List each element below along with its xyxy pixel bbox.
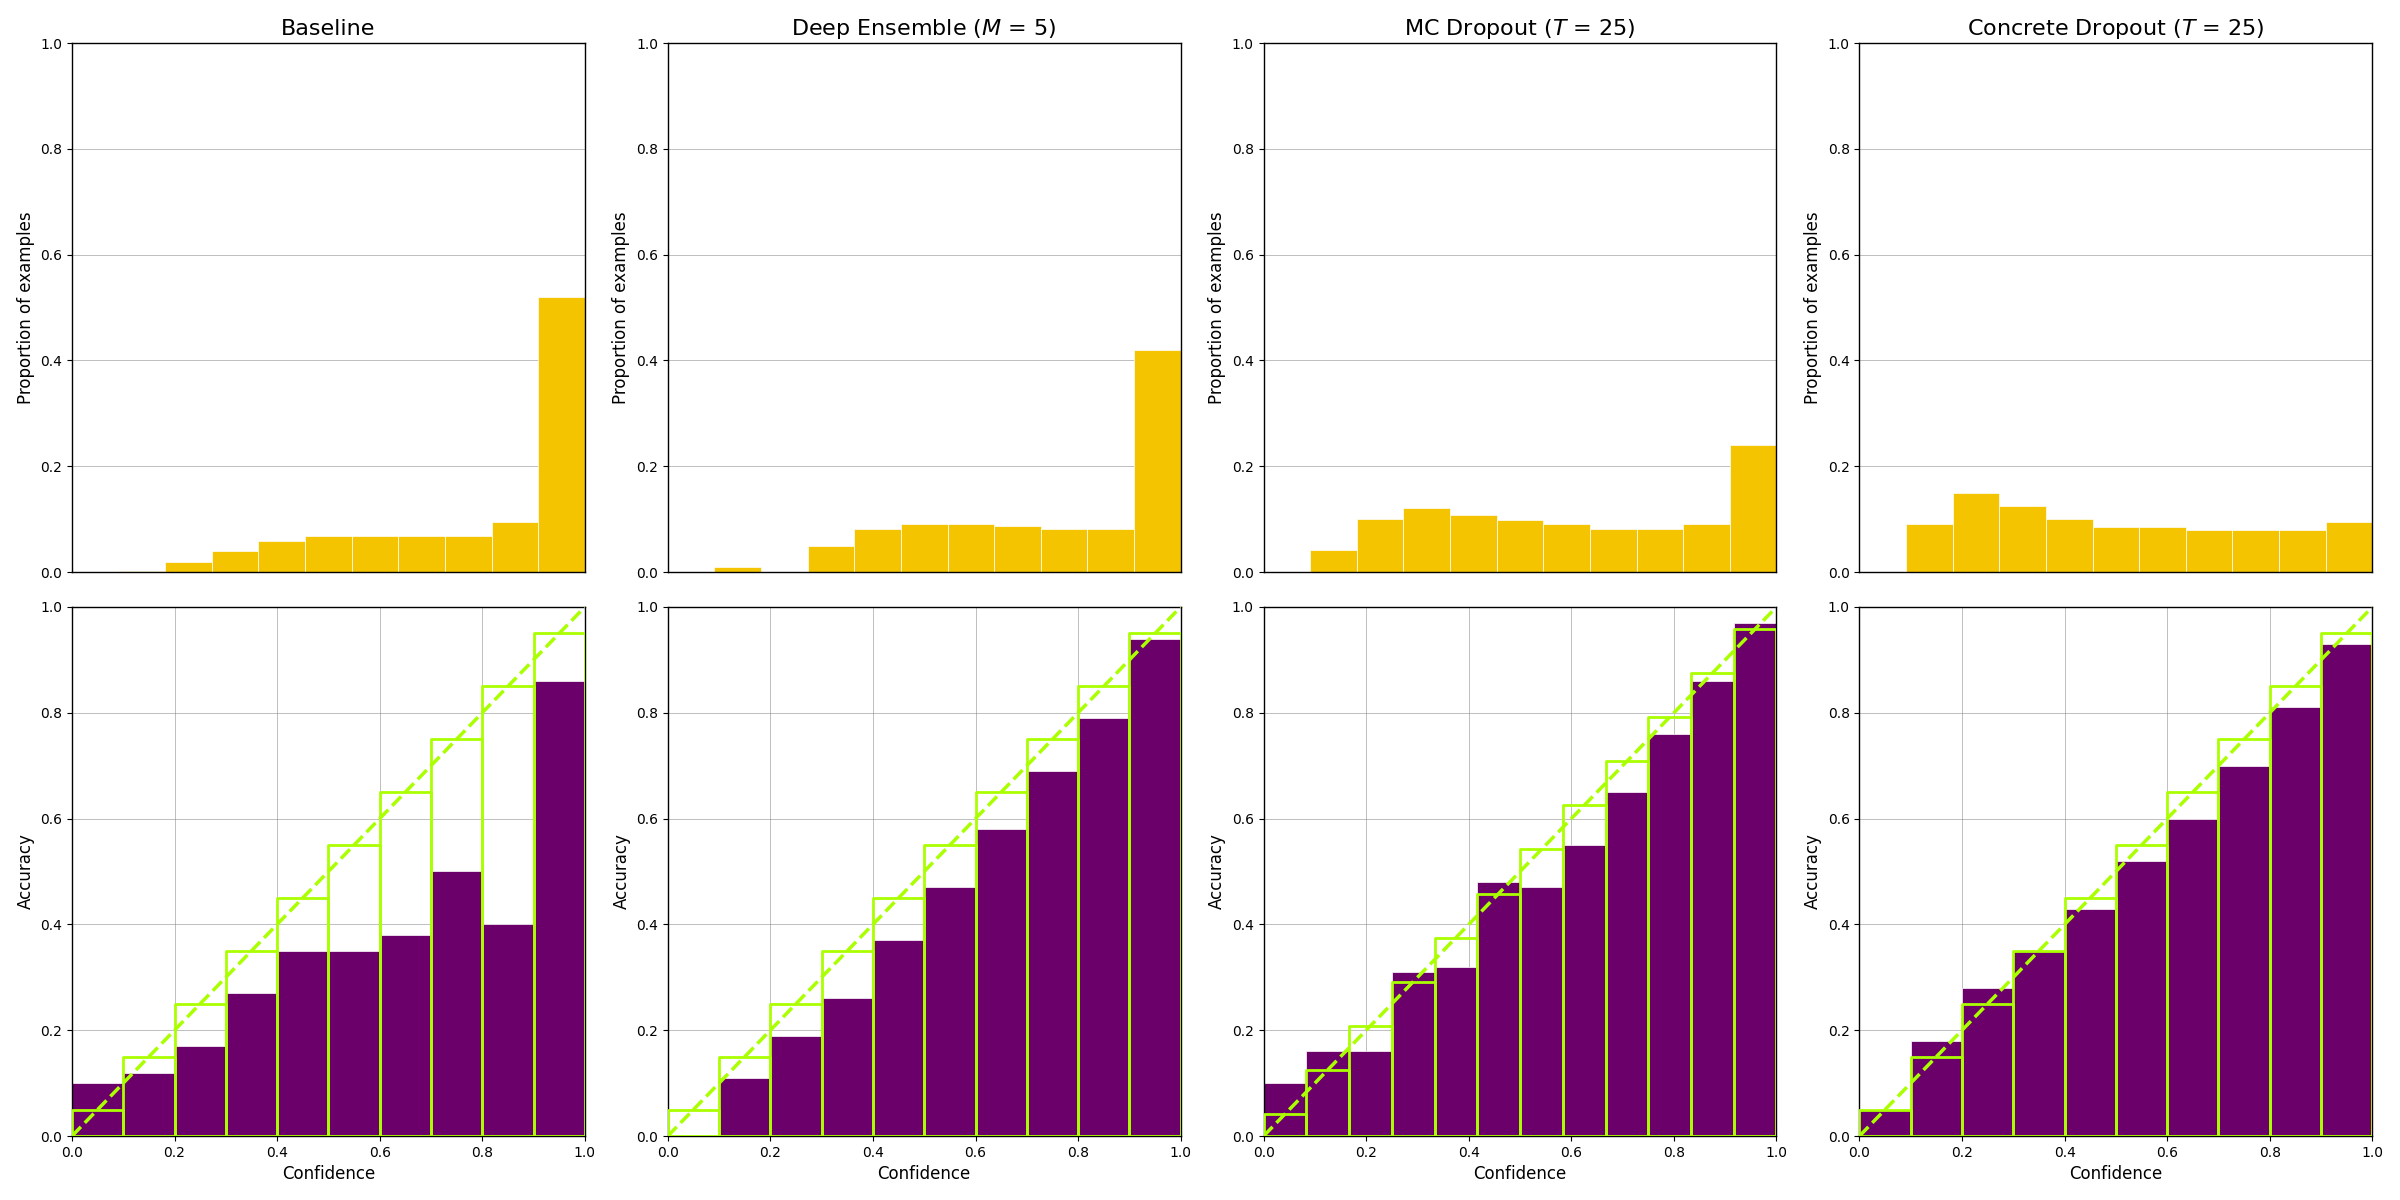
X-axis label: Confidence: Confidence xyxy=(1474,1165,1567,1183)
Bar xyxy=(1435,967,1478,1136)
Bar xyxy=(492,522,538,572)
Bar xyxy=(211,551,259,572)
Bar xyxy=(900,524,948,572)
Bar xyxy=(854,529,900,572)
Bar xyxy=(2270,708,2321,1136)
Y-axis label: Accuracy: Accuracy xyxy=(17,834,34,910)
Bar xyxy=(821,998,874,1136)
Title: Deep Ensemble ($\mathit{M}$ = 5): Deep Ensemble ($\mathit{M}$ = 5) xyxy=(792,17,1056,41)
Bar xyxy=(1733,623,1776,1136)
X-axis label: Confidence: Confidence xyxy=(2069,1165,2162,1183)
Bar xyxy=(770,1036,821,1136)
Bar xyxy=(276,950,329,1136)
Bar xyxy=(809,546,854,572)
Bar xyxy=(329,950,379,1136)
Bar xyxy=(1498,521,1543,572)
Bar xyxy=(1478,882,1519,1136)
Bar xyxy=(305,536,353,572)
Bar xyxy=(948,524,994,572)
Bar xyxy=(166,562,211,572)
Bar xyxy=(379,935,432,1136)
Bar xyxy=(2167,818,2218,1136)
Bar xyxy=(2326,522,2371,572)
Bar xyxy=(2218,766,2270,1136)
Bar xyxy=(2232,529,2280,572)
Bar xyxy=(538,296,586,572)
Bar xyxy=(353,536,398,572)
Bar xyxy=(2014,950,2064,1136)
Bar xyxy=(1860,1110,1910,1136)
Bar xyxy=(226,994,276,1136)
Bar xyxy=(924,887,974,1136)
X-axis label: Confidence: Confidence xyxy=(878,1165,972,1183)
Bar xyxy=(1135,350,1181,572)
Bar xyxy=(2117,860,2167,1136)
Y-axis label: Accuracy: Accuracy xyxy=(612,834,631,910)
Y-axis label: Accuracy: Accuracy xyxy=(1207,834,1226,910)
Y-axis label: Proportion of examples: Proportion of examples xyxy=(1805,211,1822,404)
X-axis label: Confidence: Confidence xyxy=(281,1165,374,1183)
Y-axis label: Proportion of examples: Proportion of examples xyxy=(612,211,631,404)
Bar xyxy=(2064,908,2117,1136)
Bar xyxy=(1692,682,1733,1136)
Bar xyxy=(1543,524,1589,572)
Bar xyxy=(874,941,924,1136)
Title: MC Dropout ($\mathit{T}$ = 25): MC Dropout ($\mathit{T}$ = 25) xyxy=(1404,17,1637,41)
Bar xyxy=(175,1046,226,1136)
Bar xyxy=(1392,972,1435,1136)
Bar xyxy=(1450,515,1498,572)
Bar xyxy=(1649,734,1692,1136)
Bar xyxy=(2186,529,2232,572)
Bar xyxy=(122,1073,175,1136)
Bar xyxy=(1519,887,1562,1136)
Bar xyxy=(1027,770,1078,1136)
Bar xyxy=(1349,1051,1392,1136)
Bar xyxy=(1999,506,2045,572)
Y-axis label: Accuracy: Accuracy xyxy=(1805,834,1822,910)
Title: Concrete Dropout ($\mathit{T}$ = 25): Concrete Dropout ($\mathit{T}$ = 25) xyxy=(1968,17,2266,41)
Bar xyxy=(720,1078,770,1136)
Bar xyxy=(1087,529,1135,572)
Bar xyxy=(398,536,444,572)
Bar xyxy=(2138,527,2186,572)
Bar xyxy=(1562,845,1606,1136)
Bar xyxy=(2280,529,2326,572)
Bar xyxy=(2093,527,2138,572)
Bar xyxy=(1265,1084,1306,1136)
Bar xyxy=(533,682,586,1136)
Bar xyxy=(2321,644,2371,1136)
Bar xyxy=(1730,445,1776,572)
Y-axis label: Proportion of examples: Proportion of examples xyxy=(1207,211,1226,404)
Bar xyxy=(1356,520,1404,572)
Bar xyxy=(974,829,1027,1136)
Bar xyxy=(1042,529,1087,572)
Bar xyxy=(1682,524,1730,572)
Bar xyxy=(1306,1051,1349,1136)
Bar xyxy=(482,924,533,1136)
Y-axis label: Proportion of examples: Proportion of examples xyxy=(17,211,34,404)
Bar xyxy=(1906,524,1954,572)
Bar xyxy=(1637,529,1682,572)
Bar xyxy=(1078,718,1130,1136)
Bar xyxy=(715,566,761,572)
Bar xyxy=(72,1084,122,1136)
Bar xyxy=(1404,508,1450,572)
Bar xyxy=(1963,988,2014,1136)
Title: Baseline: Baseline xyxy=(281,19,374,38)
Bar xyxy=(994,526,1042,572)
Bar xyxy=(1954,493,1999,572)
Bar xyxy=(1310,550,1356,572)
Bar xyxy=(259,541,305,572)
Bar xyxy=(432,871,482,1136)
Bar xyxy=(444,536,492,572)
Bar xyxy=(1606,792,1649,1136)
Bar xyxy=(1130,638,1181,1136)
Bar xyxy=(1589,529,1637,572)
Bar xyxy=(2045,520,2093,572)
Bar xyxy=(1910,1040,1963,1136)
